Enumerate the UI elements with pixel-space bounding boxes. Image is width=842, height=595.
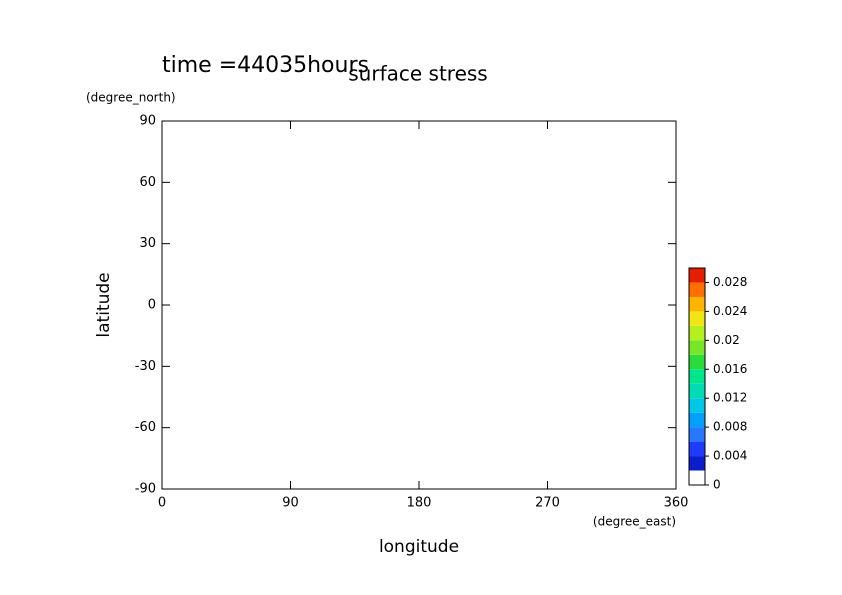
colorbar-tick-label: 0.016 — [713, 362, 747, 376]
x-axis-label: longitude — [379, 537, 459, 557]
y-tick-label: 60 — [139, 175, 156, 190]
y-tick-label: -30 — [135, 359, 156, 374]
colorbar-swatch — [689, 383, 705, 399]
plot-frame — [161, 120, 677, 490]
y-tick-label: -60 — [135, 420, 156, 435]
colorbar-swatch — [689, 354, 705, 370]
colorbar-swatch — [689, 296, 705, 312]
x-tick-label: 180 — [407, 496, 432, 511]
y-unit: (degree_north) — [86, 91, 176, 105]
x-tick-label: 270 — [535, 496, 560, 511]
colorbar-tick-label: 0.02 — [713, 333, 740, 347]
y-axis-label: latitude — [94, 272, 114, 337]
x-unit: (degree_east) — [593, 515, 676, 529]
colorbar-swatch — [689, 427, 705, 442]
y-tick-label: -90 — [135, 482, 156, 497]
colorbar-tick-label: 0.028 — [713, 275, 747, 289]
colorbar-tick-label: 0.008 — [713, 420, 747, 434]
x-tick-label: 90 — [282, 496, 299, 511]
chart-title: surface stress — [348, 62, 487, 86]
colorbar-swatch — [689, 369, 705, 384]
colorbar-swatch — [689, 398, 705, 413]
colorbar-swatch — [689, 456, 705, 471]
colorbar-tick-label: 0 — [713, 478, 721, 492]
colorbar-tick-label: 0.004 — [713, 449, 747, 463]
colorbar-swatch — [689, 311, 705, 326]
colorbar-tick-label: 0.012 — [713, 391, 747, 405]
colorbar-swatch — [689, 340, 705, 355]
colorbar-swatch — [689, 470, 705, 485]
colorbar-swatch — [689, 441, 705, 457]
colorbar-swatch — [689, 268, 705, 283]
colorbar-swatch — [689, 325, 705, 341]
y-tick-label: 30 — [139, 236, 156, 251]
colorbar-swatch — [689, 282, 705, 297]
x-tick-label: 0 — [158, 496, 166, 511]
colorbar-frame — [688, 267, 706, 486]
y-tick-label: 0 — [148, 298, 156, 313]
x-tick-label: 360 — [664, 496, 689, 511]
y-tick-label: 90 — [139, 114, 156, 129]
time-label: time =44035hours — [162, 53, 369, 78]
colorbar-swatch — [689, 412, 705, 428]
colorbar-tick-label: 0.024 — [713, 304, 747, 318]
